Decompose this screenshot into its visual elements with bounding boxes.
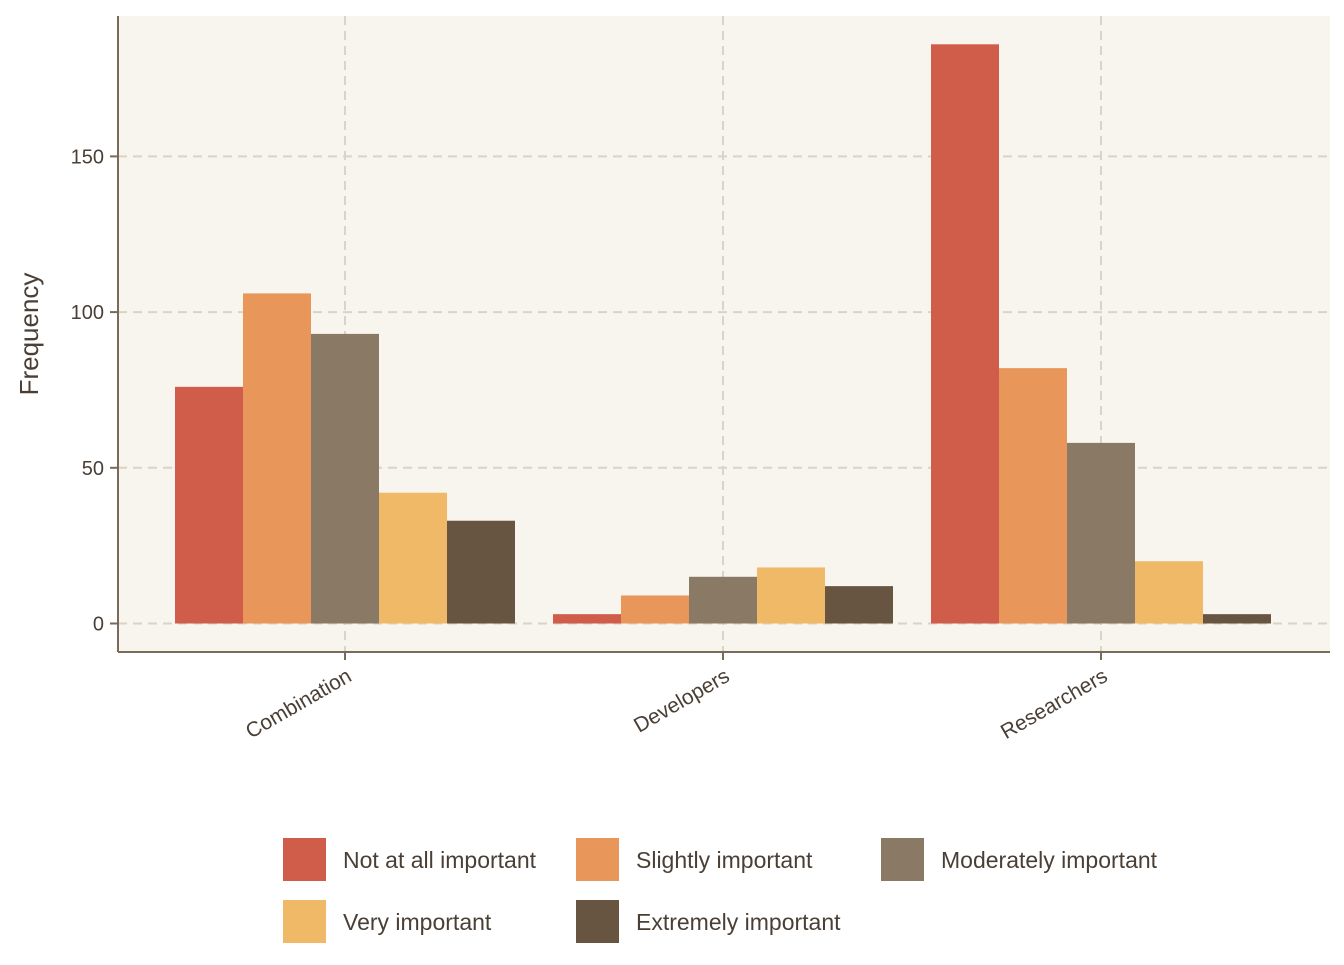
bar	[621, 595, 689, 624]
legend-item: Moderately important	[881, 838, 1158, 881]
legend-item: Not at all important	[283, 838, 537, 881]
bar	[175, 386, 243, 624]
legend-swatch	[283, 900, 326, 943]
legend-label: Very important	[343, 909, 492, 935]
bar	[1135, 561, 1203, 624]
x-tick-label: Developers	[630, 664, 734, 737]
legend-swatch	[283, 838, 326, 881]
legend-item: Very important	[283, 900, 492, 943]
bar	[999, 368, 1067, 624]
legend-label: Not at all important	[343, 847, 537, 873]
bar	[243, 293, 311, 624]
bar	[553, 614, 621, 624]
bar	[311, 333, 379, 624]
legend-swatch	[881, 838, 924, 881]
y-tick-label: 50	[82, 458, 104, 480]
bar	[1067, 442, 1135, 624]
y-tick-label: 150	[71, 146, 104, 168]
bar	[825, 586, 893, 624]
legend-item: Slightly important	[576, 838, 813, 881]
y-tick-label: 0	[93, 614, 104, 636]
legend-label: Extremely important	[636, 909, 841, 935]
legend-item: Extremely important	[576, 900, 841, 943]
legend-label: Moderately important	[941, 847, 1158, 873]
bar	[447, 520, 515, 624]
y-axis-title: Frequency	[14, 273, 44, 396]
legend-swatch	[576, 900, 619, 943]
bar	[931, 44, 999, 624]
bar	[689, 576, 757, 624]
legend-label: Slightly important	[636, 847, 813, 873]
legend: Not at all important Slightly important Mo…	[283, 838, 1158, 943]
bar	[1203, 614, 1271, 624]
x-tick-label: Researchers	[997, 664, 1112, 743]
bar	[379, 492, 447, 624]
bar	[757, 567, 825, 624]
x-tick-label: Combination	[242, 664, 356, 743]
legend-swatch	[576, 838, 619, 881]
y-tick-label: 100	[71, 302, 104, 324]
y-ticks: 0 50 100 150	[71, 146, 118, 636]
x-ticks: Combination Developers Researchers	[242, 652, 1112, 744]
bars	[175, 44, 1271, 624]
